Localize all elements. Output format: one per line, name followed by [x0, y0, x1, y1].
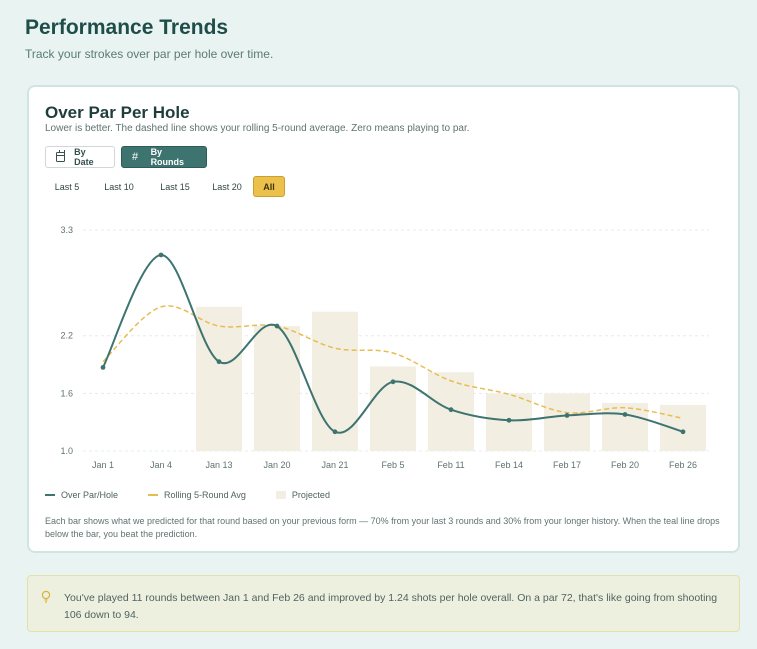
x-tick-label: Jan 21: [321, 460, 348, 470]
by-date-button[interactable]: By Date: [45, 146, 115, 168]
x-tick-label: Feb 17: [553, 460, 581, 470]
legend-rolling: Rolling 5-Round Avg: [148, 490, 246, 500]
rolling-avg-line: [102, 305, 684, 420]
over-par-point: [680, 429, 686, 435]
card-description: Lower is better. The dashed line shows y…: [45, 123, 470, 134]
chart-legend: Over Par/Hole Rolling 5-Round Avg Projec…: [45, 490, 360, 500]
lightbulb-icon: [41, 590, 51, 603]
x-tick-label: Jan 13: [205, 460, 232, 470]
chart-footnote: Each bar shows what we predicted for tha…: [45, 516, 720, 539]
y-tick-label: 3.3: [60, 225, 73, 235]
over-par-point: [622, 412, 628, 417]
x-tick-label: Jan 4: [150, 460, 172, 470]
over-par-point: [506, 417, 512, 423]
y-tick-label: 2.2: [60, 331, 73, 341]
x-tick-label: Feb 14: [495, 460, 523, 470]
y-tick-label: 1.0: [60, 446, 73, 456]
over-par-point: [216, 359, 222, 365]
card-title: Over Par Per Hole: [45, 103, 190, 122]
legend-projected: Projected: [275, 490, 330, 500]
legend-actual: Over Par/Hole: [45, 490, 118, 500]
range-last-15-button[interactable]: Last 15: [160, 181, 190, 192]
projected-bar: [544, 393, 590, 451]
calendar-icon: [56, 150, 66, 162]
x-tick-label: Jan 20: [263, 460, 290, 470]
page-subtitle: Track your strokes over par per hole ove…: [25, 47, 274, 61]
over-par-point: [448, 407, 454, 413]
by-rounds-label: By Rounds: [150, 147, 185, 167]
insight-banner: You've played 11 rounds between Jan 1 an…: [27, 575, 740, 632]
y-tick-label: 1.6: [60, 388, 73, 398]
range-all-button[interactable]: All: [253, 176, 285, 197]
over-par-point: [564, 413, 570, 418]
over-par-point: [274, 323, 280, 329]
projected-bar: [370, 366, 416, 451]
projected-bar: [602, 402, 648, 451]
projected-bar: [660, 404, 706, 451]
insight-text: You've played 11 rounds between Jan 1 an…: [64, 592, 718, 621]
legend-rolling-label: Rolling 5-Round Avg: [164, 490, 246, 500]
by-date-label: By Date: [74, 147, 94, 167]
projected-bar: [254, 326, 300, 451]
legend-actual-label: Over Par/Hole: [61, 490, 119, 500]
hash-icon: #: [132, 151, 139, 163]
range-last-20-button[interactable]: Last 20: [212, 181, 242, 192]
over-par-point: [158, 252, 164, 258]
range-last-5-button[interactable]: Last 5: [54, 181, 80, 192]
over-par-point: [332, 429, 338, 435]
x-tick-label: Feb 11: [437, 460, 464, 470]
x-tick-label: Jan 1: [92, 460, 114, 470]
x-tick-label: Feb 5: [381, 460, 404, 470]
legend-rolling-swatch: [148, 494, 159, 496]
range-last-10-button[interactable]: Last 10: [104, 181, 134, 192]
legend-projected-label: Projected: [291, 490, 330, 500]
by-rounds-button[interactable]: # By Rounds: [121, 146, 207, 168]
performance-card: Over Par Per Hole Lower is better. The d…: [27, 85, 740, 553]
legend-actual-swatch: [45, 494, 55, 496]
page-title: Performance Trends: [25, 16, 229, 39]
legend-projected-swatch: [275, 491, 286, 499]
over-par-chart: 1.0 1.6 2.2 3.3 Jan 1 Jan 4 Jan 13 Jan 20 Jan 21…: [60, 225, 709, 470]
over-par-point: [390, 379, 396, 385]
over-par-point: [100, 365, 106, 370]
projected-bar: [196, 306, 242, 451]
x-tick-label: Feb 20: [611, 460, 639, 470]
x-tick-label: Feb 26: [669, 460, 697, 470]
